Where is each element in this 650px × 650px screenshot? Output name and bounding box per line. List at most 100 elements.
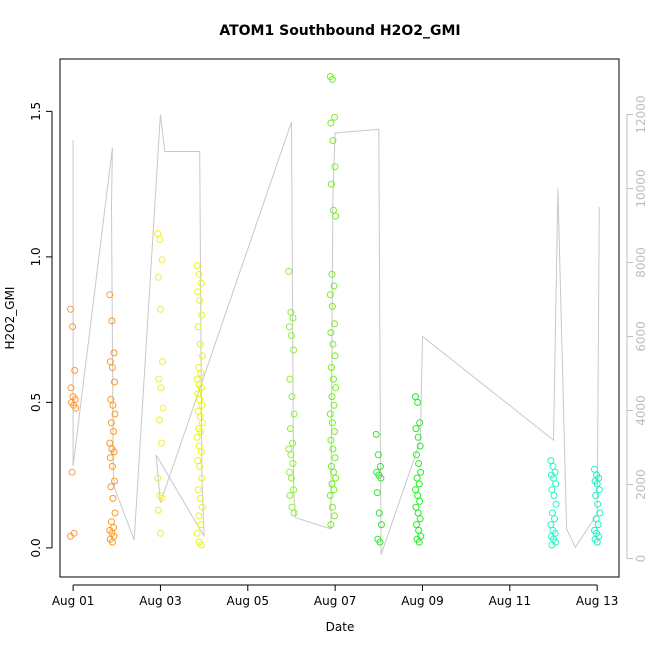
data-point [331,512,338,520]
data-point [327,180,335,188]
data-point [331,113,338,121]
data-point [413,521,420,529]
data-point [111,477,118,485]
data-point [288,474,295,482]
data-point [592,492,600,499]
data-point [197,279,205,287]
data-point [417,468,425,476]
data-point [109,401,117,409]
data-point [194,486,202,494]
data-point [327,462,335,470]
data-point [289,460,297,467]
data-point [107,419,115,427]
data-point [547,521,555,529]
data-point [328,503,336,511]
data-point [596,509,604,517]
data-point [328,75,336,83]
data-point [326,410,334,418]
point-cluster [547,457,560,549]
point-cluster [67,305,80,540]
data-point [330,206,337,214]
data-point [290,509,298,517]
data-point [196,462,204,470]
data-point [196,297,204,304]
data-point [287,451,295,459]
data-point [330,375,337,383]
data-point [106,291,114,299]
point-cluster [412,393,425,546]
data-point [377,474,385,482]
data-point [416,497,424,505]
data-point [330,468,337,476]
data-point [330,401,338,409]
data-point [193,433,201,441]
data-point [198,474,206,482]
x-tick-label: Aug 03 [139,594,182,608]
data-point [328,302,336,310]
secondary-y-axis: 0 2000 4000 6000 8000 10000 12000 [626,95,648,562]
data-point [157,384,165,392]
data-point [159,358,166,366]
y-tick-label: 0.0 [29,538,43,557]
data-point [110,428,117,435]
data-point [415,460,423,467]
data-point [111,509,119,517]
data-point [415,480,423,488]
data-point [154,273,162,281]
data-point [109,494,117,502]
data-point [193,529,201,537]
data-point [158,494,166,502]
data-point [290,410,298,418]
data-point [68,468,76,476]
data-point [195,270,203,278]
data-point [196,340,204,348]
y2-tick-label: 6000 [634,321,648,352]
data-point [108,364,116,371]
data-point [197,369,205,377]
y-tick-label: 1.0 [29,247,43,266]
data-point [195,512,203,520]
data-point [552,500,560,508]
data-point [328,480,336,488]
data-point [415,526,423,534]
data-point [108,462,116,470]
data-point [198,401,206,409]
data-point [111,410,119,418]
y2-tick-label: 8000 [634,247,648,278]
data-point [376,538,384,546]
data-point [197,428,205,435]
data-point [194,288,202,296]
data-point [197,448,205,456]
data-point [286,375,294,383]
data-point [328,419,336,427]
data-point [154,506,162,514]
data-point [331,320,338,328]
data-point [108,317,116,325]
data-point [330,282,338,290]
data-point [327,436,335,444]
data-point [552,480,560,488]
y-tick-label: 0.5 [29,393,43,412]
point-cluster [372,430,385,546]
data-point [550,492,558,499]
data-point [331,163,339,171]
x-tick-label: Aug 09 [401,594,444,608]
data-point [328,270,336,278]
data-point [375,509,383,517]
data-point [286,492,294,499]
x-axis-label: Date [326,620,355,634]
data-point [593,538,601,546]
point-cluster [106,291,119,546]
y2-tick-label: 12000 [634,95,648,133]
data-point [328,393,336,401]
data-point [331,352,339,360]
data-point [372,430,380,438]
data-point [332,474,340,482]
data-point [329,340,337,348]
data-point [414,433,422,441]
data-point [158,256,166,264]
data-point [289,314,297,322]
data-point [197,521,205,529]
data-point [285,323,293,331]
